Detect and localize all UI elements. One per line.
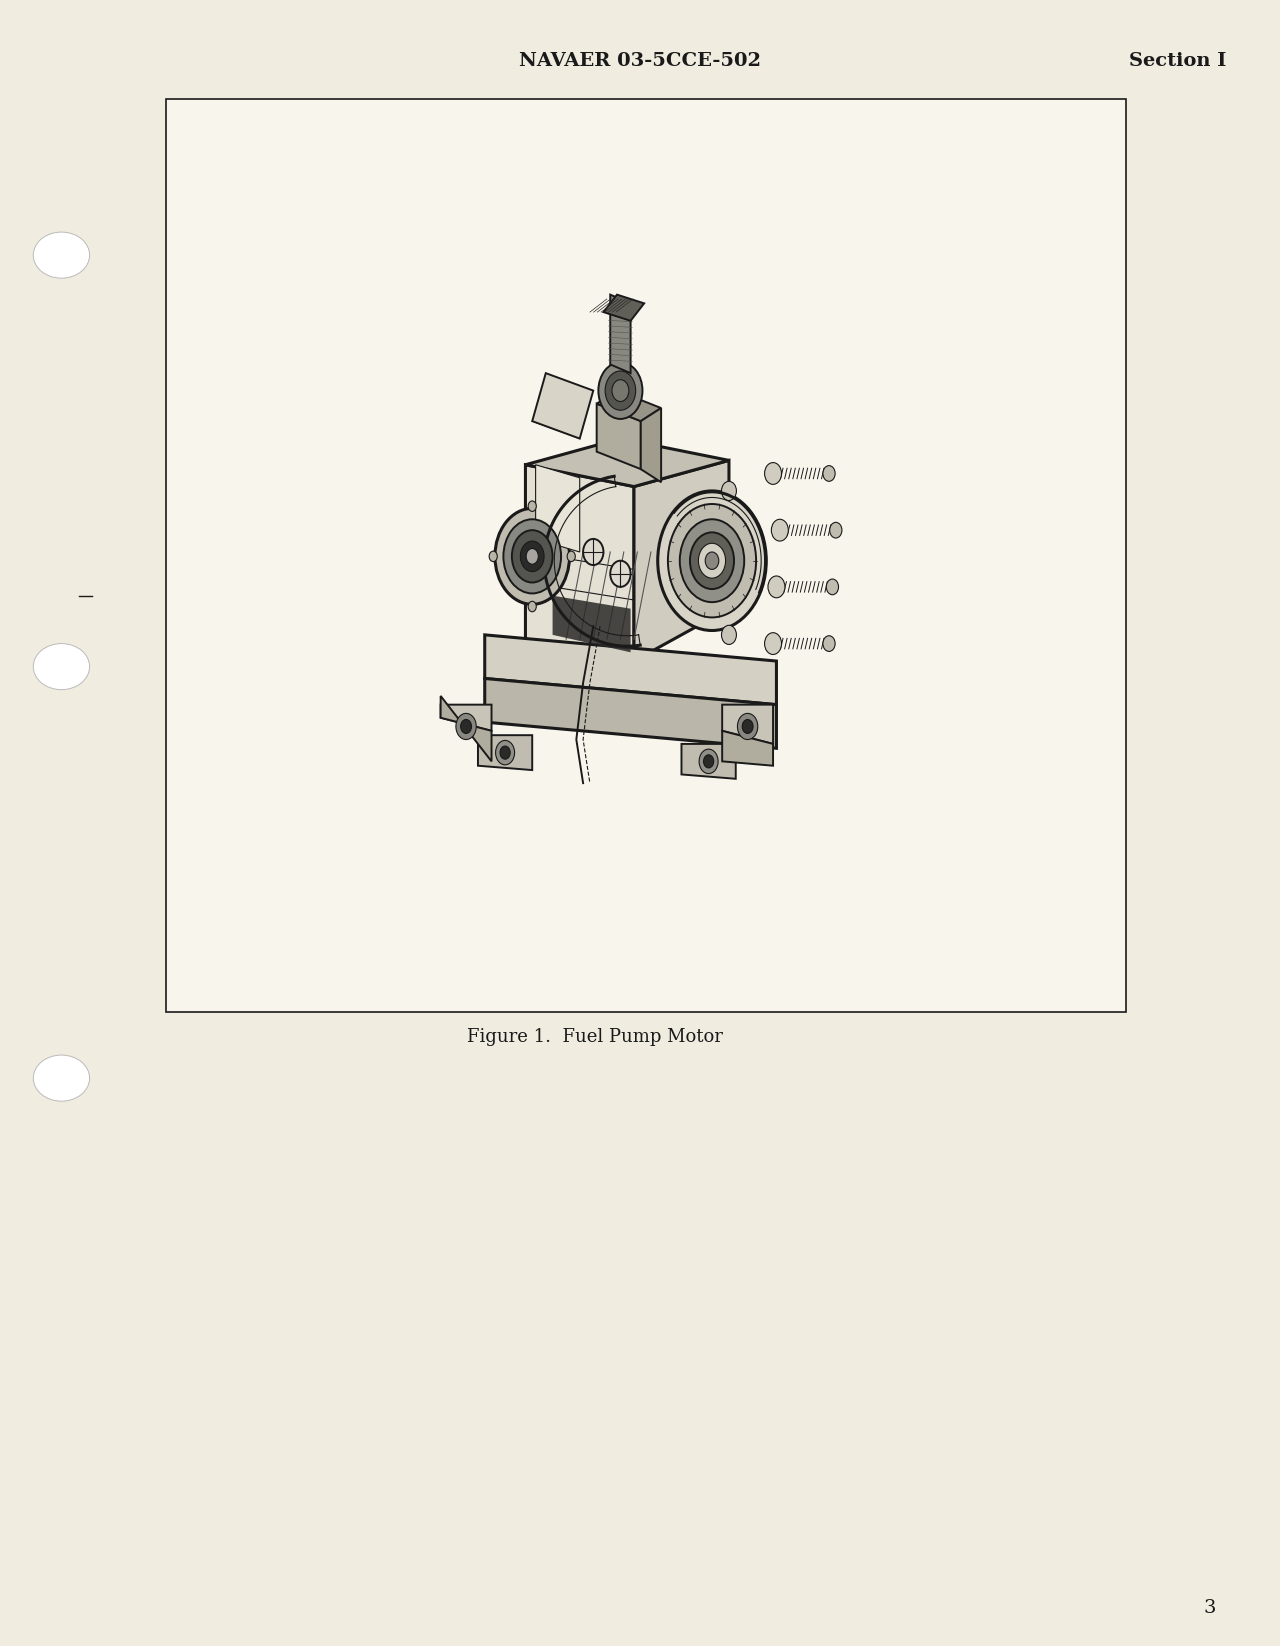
Circle shape (495, 741, 515, 765)
Circle shape (495, 509, 570, 604)
Polygon shape (722, 704, 773, 744)
Circle shape (823, 635, 835, 652)
Circle shape (668, 504, 756, 617)
Polygon shape (611, 295, 631, 374)
Circle shape (612, 380, 628, 402)
Circle shape (500, 746, 511, 759)
Circle shape (605, 370, 636, 410)
Circle shape (827, 579, 838, 594)
Circle shape (598, 362, 643, 420)
Circle shape (512, 530, 553, 583)
Polygon shape (532, 374, 594, 438)
Polygon shape (525, 464, 634, 662)
Polygon shape (681, 744, 736, 779)
Circle shape (704, 756, 714, 769)
Polygon shape (440, 704, 492, 731)
Polygon shape (596, 390, 660, 421)
Text: NAVAER 03-5CCE-502: NAVAER 03-5CCE-502 (518, 53, 762, 69)
Polygon shape (525, 438, 730, 487)
Polygon shape (485, 635, 777, 704)
Circle shape (461, 719, 471, 734)
Polygon shape (634, 461, 730, 662)
Circle shape (611, 561, 631, 588)
Circle shape (529, 500, 536, 512)
Circle shape (690, 532, 733, 589)
Text: Section I: Section I (1129, 53, 1226, 69)
Circle shape (567, 551, 575, 561)
Circle shape (829, 522, 842, 538)
Circle shape (529, 601, 536, 612)
Polygon shape (553, 596, 631, 652)
Ellipse shape (33, 232, 90, 278)
Circle shape (699, 543, 726, 578)
Circle shape (764, 463, 782, 484)
Circle shape (742, 719, 753, 734)
Polygon shape (603, 295, 644, 321)
Circle shape (768, 576, 785, 597)
Circle shape (705, 551, 719, 570)
Circle shape (526, 548, 539, 565)
Circle shape (772, 518, 788, 542)
Polygon shape (596, 403, 641, 469)
Circle shape (699, 749, 718, 774)
Circle shape (489, 551, 498, 561)
Circle shape (764, 632, 782, 655)
Polygon shape (440, 696, 492, 762)
Polygon shape (535, 464, 580, 551)
Circle shape (823, 466, 835, 481)
Circle shape (521, 542, 544, 571)
Ellipse shape (33, 644, 90, 690)
Text: Figure 1.  Fuel Pump Motor: Figure 1. Fuel Pump Motor (467, 1029, 723, 1045)
Circle shape (737, 713, 758, 739)
Circle shape (456, 713, 476, 739)
Ellipse shape (33, 1055, 90, 1101)
Circle shape (584, 538, 603, 565)
Circle shape (680, 518, 744, 602)
Circle shape (503, 518, 561, 594)
Circle shape (658, 491, 767, 630)
Polygon shape (641, 408, 660, 482)
Circle shape (722, 481, 736, 500)
Polygon shape (477, 736, 532, 770)
Polygon shape (485, 678, 777, 749)
Bar (166, 99, 1126, 1012)
Polygon shape (722, 731, 773, 765)
Circle shape (722, 625, 736, 645)
Text: 3: 3 (1203, 1600, 1216, 1616)
